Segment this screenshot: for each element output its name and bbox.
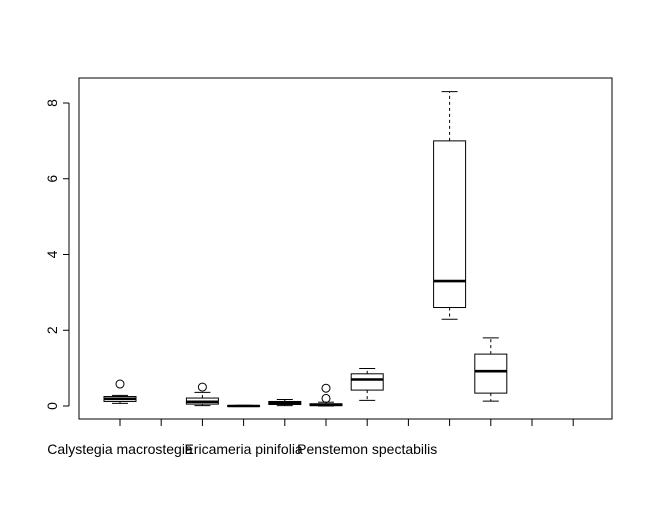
box-group	[350, 368, 384, 401]
x-category-label: Penstemon spectabilis	[297, 441, 437, 457]
y-tick-label: 6	[44, 175, 60, 183]
outlier-point	[197, 382, 207, 392]
x-category-label: Calystegia macrostegia	[47, 441, 193, 457]
outlier-point	[115, 379, 125, 389]
y-axis: 0 2 4 6 8	[44, 99, 70, 410]
box-group	[309, 383, 343, 407]
y-tick-label: 4	[44, 250, 60, 258]
y-tick-label: 0	[44, 402, 60, 410]
box-group	[474, 337, 508, 402]
box-group	[103, 379, 137, 404]
box-group	[227, 404, 261, 408]
box-iqr	[474, 353, 508, 394]
plot-frame	[78, 77, 613, 420]
outlier-point	[321, 393, 331, 403]
outlier-point	[321, 383, 331, 393]
box-group	[185, 382, 219, 407]
x-category-label: Ericameria pinifolia	[184, 441, 302, 457]
y-tick-label: 2	[44, 326, 60, 334]
box-iqr	[433, 140, 467, 309]
box-group	[433, 91, 467, 320]
y-tick-label: 8	[44, 99, 60, 107]
box-group	[268, 399, 302, 407]
boxes-layer	[103, 91, 508, 408]
box-iqr	[350, 373, 384, 391]
